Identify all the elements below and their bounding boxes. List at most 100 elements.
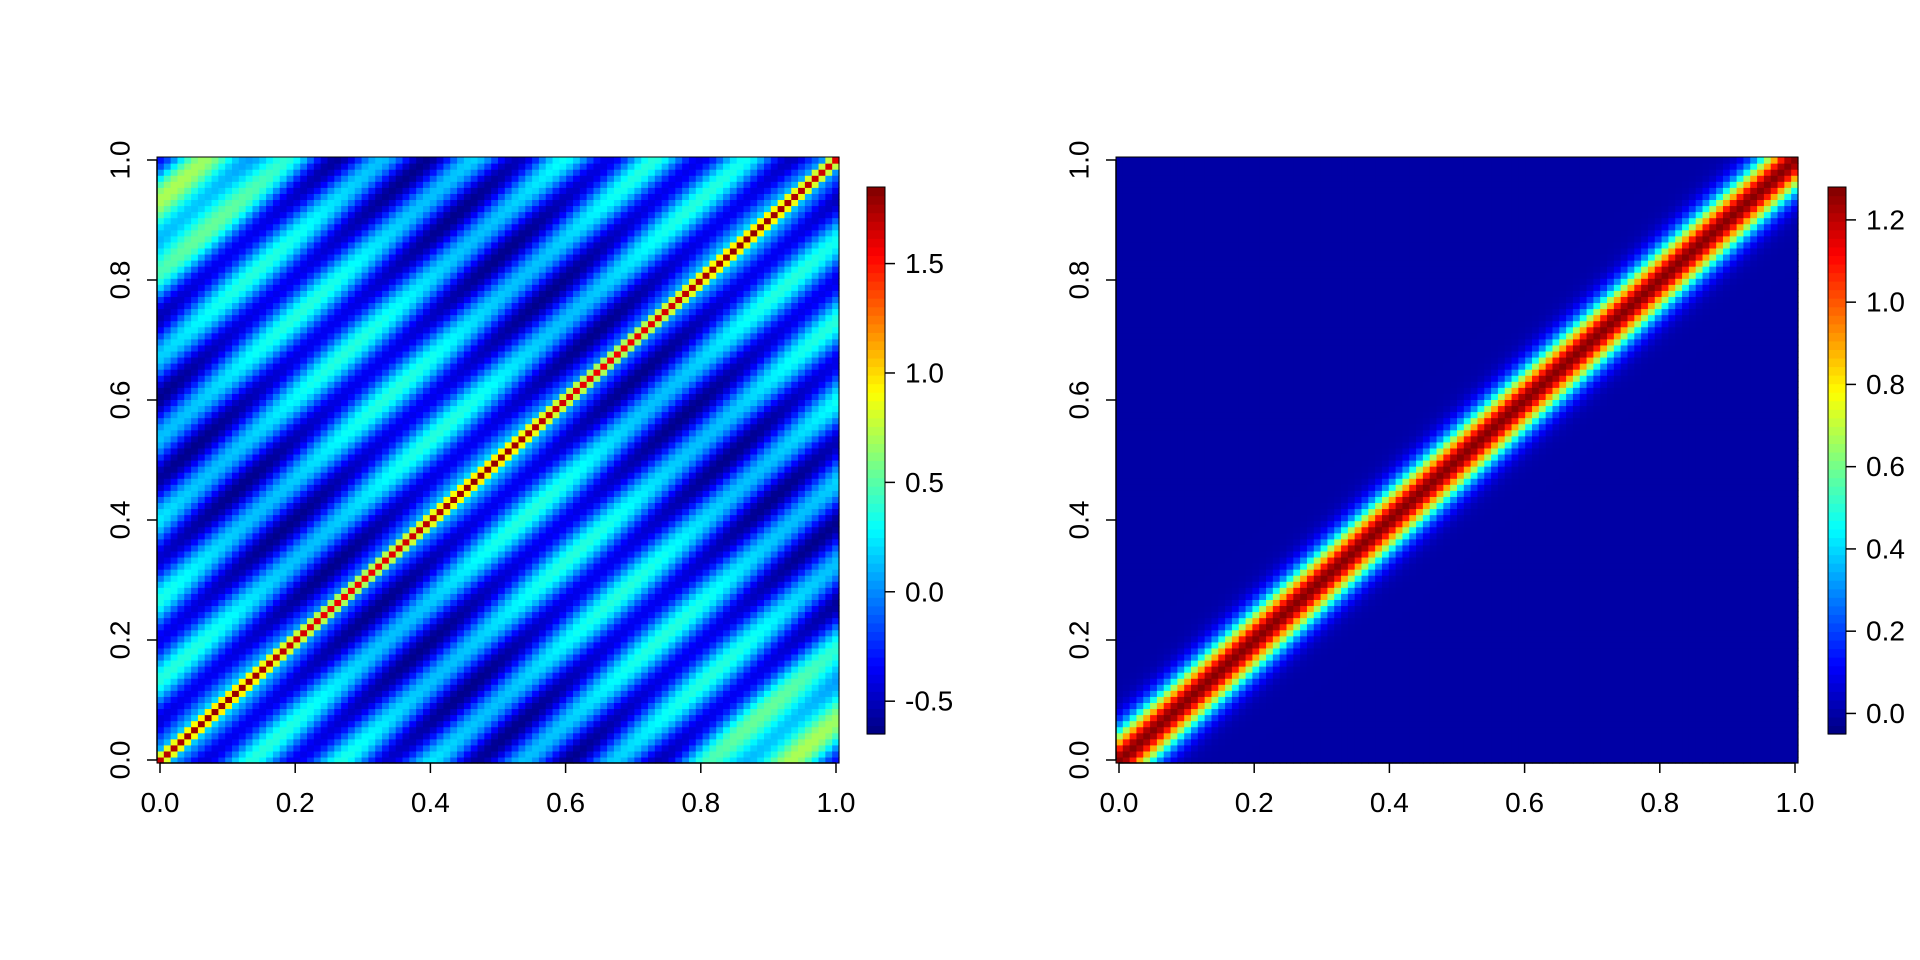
heatmap-cell: [279, 163, 288, 170]
heatmap-cell: [307, 738, 315, 746]
heatmap-cell: [279, 472, 288, 479]
heatmap-cell: [450, 235, 458, 243]
heatmap-cell: [436, 502, 445, 510]
heatmap-cell: [347, 569, 356, 576]
heatmap-cell: [170, 611, 179, 619]
heatmap-cell: [388, 672, 397, 679]
heatmap-cell: [491, 556, 499, 564]
heatmap-cell: [191, 502, 199, 510]
heatmap-cell: [197, 266, 206, 273]
heatmap-cell: [334, 593, 342, 600]
heatmap-cell: [422, 563, 431, 570]
heatmap-cell: [375, 756, 383, 764]
heatmap-cell: [361, 647, 370, 655]
heatmap-cell: [225, 235, 233, 243]
heatmap-cell: [286, 605, 294, 613]
heatmap-cell: [436, 399, 445, 407]
heatmap-cell: [450, 344, 458, 352]
heatmap-cell: [450, 484, 458, 491]
heatmap-cell: [347, 532, 356, 540]
heatmap-cell: [177, 217, 185, 225]
heatmap-cell: [491, 526, 499, 534]
heatmap-cell: [266, 623, 274, 631]
heatmap-cell: [313, 520, 322, 528]
heatmap-cell: [170, 423, 179, 431]
heatmap-cell: [184, 405, 192, 413]
heatmap-cell: [238, 702, 247, 710]
heatmap-cell: [286, 678, 294, 685]
heatmap-cell: [238, 296, 247, 304]
heatmap-cell: [361, 429, 370, 437]
heatmap-cell: [368, 157, 376, 164]
heatmap-cell: [286, 617, 294, 625]
heatmap-cell: [286, 157, 294, 164]
heatmap-cell: [293, 241, 301, 249]
heatmap-cell: [266, 314, 274, 322]
heatmap-cell: [238, 320, 247, 328]
heatmap-cell: [457, 187, 465, 194]
heatmap-cell: [218, 369, 226, 376]
heatmap-cell: [463, 326, 472, 334]
heatmap-cell: [395, 302, 404, 310]
heatmap-cell: [491, 617, 499, 625]
heatmap-cell: [259, 375, 267, 382]
heatmap-cell: [252, 490, 260, 497]
heatmap-cell: [409, 599, 417, 607]
heatmap-cell: [197, 199, 206, 207]
heatmap-cell: [320, 508, 329, 516]
heatmap-cell: [225, 296, 233, 304]
heatmap-cell: [354, 605, 363, 613]
heatmap-cell: [197, 344, 206, 352]
heatmap-cell: [347, 157, 356, 164]
heatmap-cell: [225, 575, 233, 582]
heatmap-cell: [443, 381, 451, 388]
heatmap-cell: [347, 211, 356, 219]
heatmap-cell: [409, 350, 417, 358]
heatmap-cell: [484, 623, 492, 631]
heatmap-cell: [327, 484, 335, 491]
heatmap-cell: [450, 514, 458, 522]
heatmap-cell: [245, 253, 254, 261]
heatmap-cell: [361, 726, 370, 734]
heatmap-cell: [259, 381, 267, 388]
heatmap-cell: [354, 332, 363, 340]
heatmap-cell: [457, 399, 465, 407]
heatmap-cell: [232, 356, 240, 364]
heatmap-cell: [204, 332, 213, 340]
heatmap-cell: [484, 472, 492, 479]
heatmap-cell: [272, 223, 281, 231]
heatmap-cell: [197, 338, 206, 346]
heatmap-cell: [204, 587, 213, 594]
heatmap-cell: [238, 260, 247, 267]
heatmap-cell: [354, 563, 363, 570]
heatmap-cell: [382, 496, 390, 504]
heatmap-cell: [300, 181, 308, 188]
heatmap-cell: [307, 181, 315, 188]
heatmap-cell: [422, 466, 431, 473]
heatmap-cell: [416, 217, 424, 225]
heatmap-cell: [245, 605, 254, 613]
heatmap-cell: [463, 478, 472, 485]
heatmap-cell: [484, 356, 492, 364]
heatmap-cell: [436, 411, 445, 419]
heatmap-cell: [259, 526, 267, 534]
heatmap-cell: [334, 399, 342, 407]
heatmap-cell: [279, 635, 288, 643]
heatmap-cell: [238, 175, 247, 182]
heatmap-cell: [177, 466, 185, 473]
heatmap-cell: [157, 411, 165, 419]
heatmap-cell: [422, 484, 431, 491]
heatmap-cell: [238, 672, 247, 679]
heatmap-cell: [341, 187, 349, 194]
heatmap-cell: [225, 520, 233, 528]
heatmap-cell: [375, 393, 383, 400]
heatmap-cell: [436, 593, 445, 600]
heatmap-cell: [286, 356, 294, 364]
heatmap-cell: [354, 617, 363, 625]
heatmap-cell: [313, 514, 322, 522]
heatmap-cell: [218, 435, 226, 443]
heatmap-cell: [457, 290, 465, 297]
heatmap-cell: [293, 635, 301, 643]
heatmap-cell: [225, 502, 233, 510]
heatmap-cell: [320, 429, 329, 437]
